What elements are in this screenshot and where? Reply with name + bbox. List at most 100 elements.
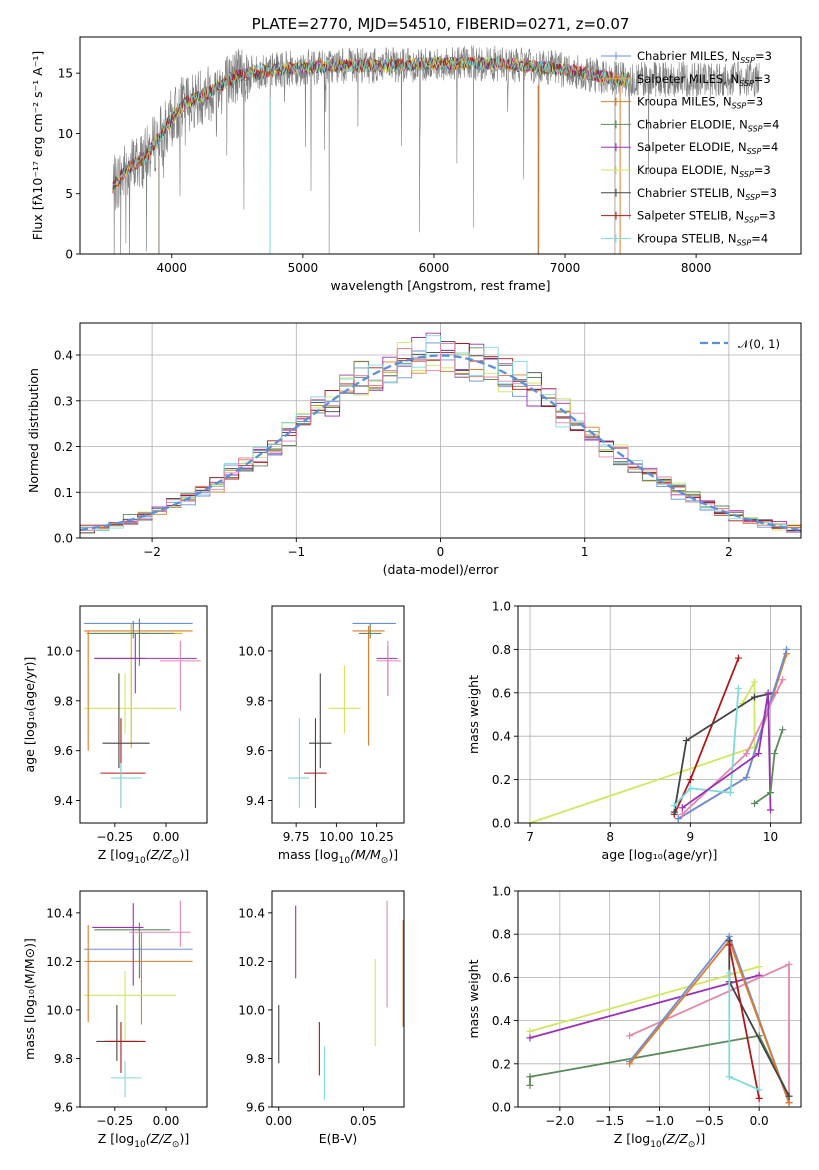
age-vs-z-ytick-label: 10.0 <box>46 644 73 658</box>
weight-vs-z-xtick-label: 0.0 <box>750 1114 769 1128</box>
age-vs-mass-panel: 9.75 10.00 10.25 9.4 9.6 9.8 10.0 mass [log10(M… <box>238 605 405 866</box>
age-vs-z-ylabel: age [log₁₀(age/yr)] <box>22 657 37 773</box>
spectrum-title: PLATE=2770, MJD=54510, FIBERID=0271, z=0… <box>252 15 630 33</box>
weight-vs-age-marker <box>783 645 791 653</box>
legend-entry: Kroupa MILES, NSSP=3 <box>637 95 763 111</box>
residuals-ytick-label: 0.4 <box>54 349 73 363</box>
spectrum-model-ke <box>112 56 631 193</box>
weight-vs-age-marker <box>734 654 742 662</box>
residuals-xtick-label: 0 <box>437 545 445 559</box>
spectrum-xlabel: wavelength [Angstrom, rest frame] <box>330 278 550 293</box>
residuals-xtick-label: 1 <box>581 545 589 559</box>
weight-vs-age-marker <box>742 773 750 781</box>
age-vs-z-panel: −0.25 0.00 9.4 9.6 9.8 10.0 Z [log10(Z/Z⊙)] age… <box>22 605 208 866</box>
mass-vs-z-ytick-label: 10.2 <box>46 955 73 969</box>
weight-vs-age-marker <box>751 678 759 686</box>
weight-vs-z-marker <box>755 1094 763 1102</box>
age-vs-mass-plot-area <box>288 622 401 809</box>
weight-vs-age-panel: 7 8 9 10 0.0 0.2 0.4 0.6 0.8 1.0 age [log₁₀(age/yr… <box>466 600 802 862</box>
residuals-xtick-label: −2 <box>143 545 161 559</box>
mass-vs-z-frame <box>79 890 208 1108</box>
weight-vs-age-marker <box>779 726 787 734</box>
residuals-xlabel: (data-model)/error <box>383 562 500 577</box>
weight-vs-z-ytick-label: 0.2 <box>492 1057 511 1071</box>
legend-entry: Salpeter STELIB, NSSP=3 <box>637 209 776 225</box>
spectrum-ytick-label: 0 <box>65 248 73 262</box>
mass-vs-ebv-ytick-label: 9.6 <box>246 1101 265 1115</box>
age-vs-z-xtick-label: −0.25 <box>96 830 133 844</box>
weight-vs-age-marker <box>751 799 759 807</box>
residuals-plot-area <box>80 332 801 538</box>
spectrum-ytick-label: 10 <box>58 127 73 141</box>
weight-vs-z-marker <box>755 963 763 971</box>
residuals-ytick-label: 0.0 <box>54 532 73 546</box>
weight-vs-z-marker <box>526 1073 534 1081</box>
spectrum-model-ks <box>112 56 631 186</box>
weight-vs-age-marker <box>686 776 694 784</box>
weight-vs-age-marker <box>751 693 759 701</box>
weight-vs-z-xtick-label: −1.0 <box>645 1114 674 1128</box>
spectrum-panel: 4000 5000 6000 7000 8000 0 5 10 15 wavelength [An… <box>30 15 802 293</box>
weight-vs-age-marker <box>734 684 742 692</box>
spectrum-model-ss <box>112 56 622 194</box>
spectrum-model-cm <box>112 55 631 189</box>
age-vs-z-xtick-label: 0.00 <box>153 830 180 844</box>
weight-vs-age-xtick-label: 10 <box>763 830 778 844</box>
weight-vs-age-marker <box>755 750 763 758</box>
weight-vs-age-xtick-label: 9 <box>687 830 695 844</box>
mass-vs-ebv-xtick-label: 0.00 <box>265 1114 292 1128</box>
mass-vs-z-xlabel: Z [log10(Z/Z⊙)] <box>98 1131 189 1150</box>
age-vs-mass-xtick-label: 10.25 <box>359 830 393 844</box>
residuals-panel: −2 −1 0 1 2 0.0 0.1 0.2 0.3 0.4 (data-model)/error… <box>26 322 802 577</box>
weight-vs-z-xtick-label: −2.0 <box>545 1114 574 1128</box>
weight-vs-age-marker <box>742 750 750 758</box>
gaussian-legend-label: 𝒩(0, 1) <box>738 337 780 351</box>
weight-vs-age-xtick-label: 8 <box>606 830 614 844</box>
spectrum-xtick-label: 4000 <box>156 261 187 275</box>
weight-vs-z-marker <box>725 1073 733 1081</box>
weight-vs-age-marker <box>670 802 678 810</box>
weight-vs-age-marker <box>767 806 775 814</box>
weight-vs-z-ytick-label: 0.4 <box>492 1014 511 1028</box>
weight-vs-z-marker <box>785 1092 793 1100</box>
weight-vs-z-ytick-label: 0.6 <box>492 971 511 985</box>
residuals-xtick-label: 2 <box>725 545 733 559</box>
mass-vs-z-ylabel: mass [log₁₀(M/M⊙)] <box>22 938 37 1060</box>
weight-vs-z-marker <box>785 1099 793 1107</box>
spectrum-model-sm <box>112 56 631 186</box>
mass-vs-z-plot-area <box>84 900 193 1098</box>
weight-vs-age-marker <box>771 750 779 758</box>
legend-entry: Chabrier ELODIE, NSSP=4 <box>637 117 779 133</box>
age-vs-mass-frame <box>271 605 405 824</box>
mass-vs-z-xtick-label: 0.00 <box>153 1114 180 1128</box>
age-vs-z-xlabel: Z [log10(Z/Z⊙)] <box>98 847 189 866</box>
age-vs-mass-xlabel: mass [log10(M/M⊙)] <box>278 847 398 866</box>
weight-vs-age-marker <box>678 810 686 818</box>
weight-vs-age-ylabel: mass weight <box>466 675 481 754</box>
spectrum-ylabel: Flux [fλ10⁻¹⁷ erg cm⁻² s⁻¹ A⁻¹] <box>30 51 45 240</box>
residuals-ytick-label: 0.1 <box>54 486 73 500</box>
age-vs-mass-ytick-label: 10.0 <box>238 644 265 658</box>
residuals-ylabel: Normed distribution <box>26 368 41 493</box>
mass-vs-z-ytick-label: 10.4 <box>46 906 73 920</box>
weight-vs-z-marker <box>785 960 793 968</box>
spectrum-ytick-label: 5 <box>65 187 73 201</box>
weight-vs-z-marker <box>725 969 733 977</box>
weight-vs-z-marker <box>626 1032 634 1040</box>
weight-vs-age-ytick-label: 0.6 <box>492 686 511 700</box>
weight-vs-age-marker <box>767 789 775 797</box>
spectrum-xtick-label: 7000 <box>550 261 581 275</box>
weight-vs-age-plot-area <box>526 645 791 823</box>
mass-vs-z-xtick-label: −0.25 <box>96 1114 133 1128</box>
weight-vs-age-series-ks <box>673 688 740 807</box>
residuals-ytick-label: 0.3 <box>54 394 73 408</box>
spectrum-frame <box>79 36 802 255</box>
weight-vs-age-ytick-label: 0.4 <box>492 730 511 744</box>
age-vs-mass-xtick-label: 9.75 <box>283 830 310 844</box>
weight-vs-age-series-ke <box>529 678 756 823</box>
mass-vs-ebv-ytick-label: 10.0 <box>238 1003 265 1017</box>
spectrum-xtick-label: 6000 <box>419 261 450 275</box>
weight-vs-z-xtick-label: −1.5 <box>595 1114 624 1128</box>
legend-entry: Salpeter MILES, NSSP=3 <box>637 72 771 88</box>
